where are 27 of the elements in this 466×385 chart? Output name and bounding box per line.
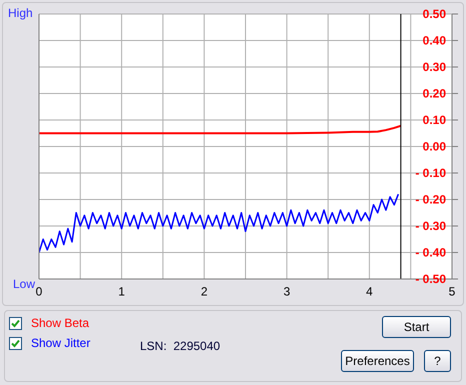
y-tick-label: 0.40: [422, 34, 446, 48]
x-tick-label: 3: [283, 284, 290, 299]
y-tick-label: 0.20: [422, 86, 446, 100]
x-tick-label: 0: [36, 284, 43, 299]
x-tick-label: 5: [448, 284, 456, 299]
y-tick-label: 0.00: [422, 140, 446, 154]
y-tick-label: 0.10: [422, 113, 446, 127]
text: Show Beta: [31, 316, 90, 330]
button: Preferences: [341, 350, 414, 372]
y-tick-label: - 0.50: [415, 272, 446, 286]
x-tick-label: 1: [118, 284, 126, 299]
button: Start: [382, 316, 451, 338]
text: Show Jitter: [31, 336, 90, 350]
x-tick-label: 4: [366, 284, 374, 299]
line-series: [39, 193, 400, 254]
x-tick-label: 2: [200, 284, 208, 299]
button: ?: [424, 350, 451, 372]
text: Low: [13, 277, 36, 291]
text: LSN: 2295040: [140, 339, 220, 353]
y-tick-label: - 0.20: [415, 192, 446, 206]
line-series: [39, 124, 402, 134]
text: High: [8, 6, 33, 20]
y-tick-label: - 0.30: [415, 219, 446, 233]
y-tick-label: 0.30: [422, 60, 446, 74]
y-tick-label: 0.50: [422, 7, 446, 21]
y-tick-label: - 0.10: [415, 166, 446, 180]
y-tick-label: - 0.40: [415, 246, 446, 260]
